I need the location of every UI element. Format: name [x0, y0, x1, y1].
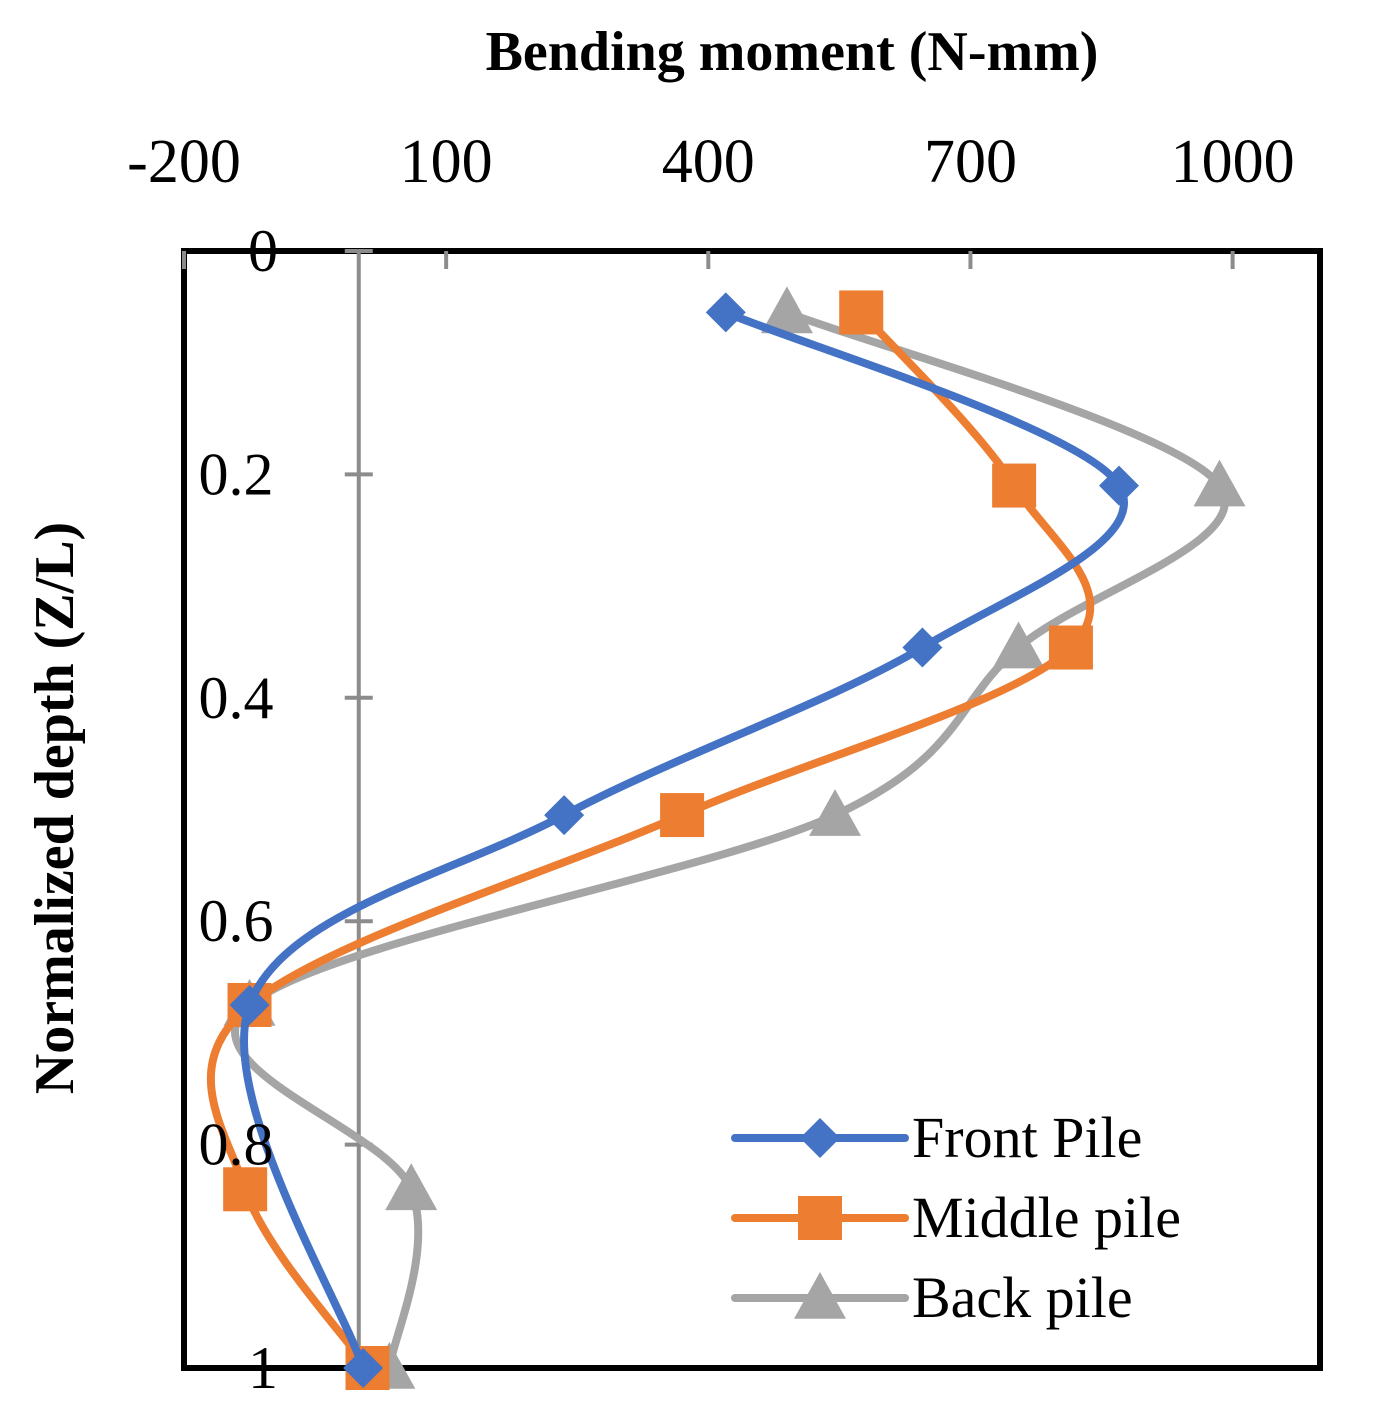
legend-marker-front-pile — [800, 1118, 840, 1158]
plot-frame — [181, 248, 1323, 1371]
series-layer — [206, 286, 1246, 1390]
data-point-middle-pile — [839, 290, 884, 335]
legend-item-front-pile: Front Pile — [731, 1105, 1142, 1170]
data-point-middle-pile — [660, 793, 705, 838]
legend: Front Pile Middle pile Back pile — [731, 1105, 1181, 1330]
legend-item-back-pile: Back pile — [731, 1265, 1133, 1330]
x-tick-label: -200 — [127, 128, 241, 196]
data-point-front-pile — [544, 795, 585, 836]
data-point-middle-pile — [992, 463, 1037, 508]
series-front-pile — [229, 292, 1140, 1388]
y-tick-label: 0.8 — [199, 1112, 274, 1178]
legend-marker-back-pile — [794, 1272, 846, 1319]
x-tick-label: 100 — [400, 128, 493, 196]
x-tick-label: 400 — [662, 128, 755, 196]
legend-label-middle-pile: Middle pile — [912, 1185, 1181, 1250]
y-tick-label: 1 — [248, 1335, 278, 1401]
data-point-front-pile — [705, 292, 746, 333]
data-point-back-pile — [992, 621, 1045, 669]
data-point-front-pile — [1099, 465, 1140, 506]
data-point-middle-pile — [1048, 625, 1093, 670]
legend-symbol-back-pile — [794, 1272, 846, 1319]
data-point-front-pile — [229, 984, 270, 1025]
y-tick-label: 0.2 — [199, 441, 274, 507]
y-axis-title: Normalized depth (Z/L) — [24, 522, 86, 1094]
y-tick-labels: 0 0.2 0.4 0.6 0.8 1 — [199, 218, 279, 1401]
x-tick-label: 700 — [924, 128, 1017, 196]
data-point-back-pile — [1193, 459, 1246, 507]
x-axis-title: Bending moment (N-mm) — [486, 21, 1099, 83]
data-point-back-pile — [809, 789, 862, 836]
data-point-middle-pile — [223, 1167, 268, 1212]
data-point-back-pile — [760, 286, 813, 334]
x-tick-marks — [182, 251, 1235, 269]
data-point-back-pile — [385, 1163, 438, 1211]
data-point-front-pile — [902, 627, 943, 668]
legend-symbol-front-pile — [800, 1118, 840, 1158]
data-point-front-pile — [343, 1348, 384, 1388]
x-tick-label: 1000 — [1171, 128, 1295, 196]
legend-symbol-middle-pile — [798, 1196, 842, 1240]
y-tick-label: 0.6 — [199, 888, 274, 954]
legend-label-front-pile: Front Pile — [912, 1105, 1142, 1170]
legend-item-middle-pile: Middle pile — [731, 1185, 1181, 1250]
legend-marker-middle-pile — [798, 1196, 842, 1240]
y-tick-label: 0 — [248, 218, 278, 284]
y-tick-label: 0.4 — [199, 665, 274, 731]
series-line-front-pile — [240, 308, 1128, 1372]
legend-label-back-pile: Back pile — [912, 1265, 1133, 1330]
x-tick-labels: -200 100 400 700 1000 — [127, 128, 1294, 196]
